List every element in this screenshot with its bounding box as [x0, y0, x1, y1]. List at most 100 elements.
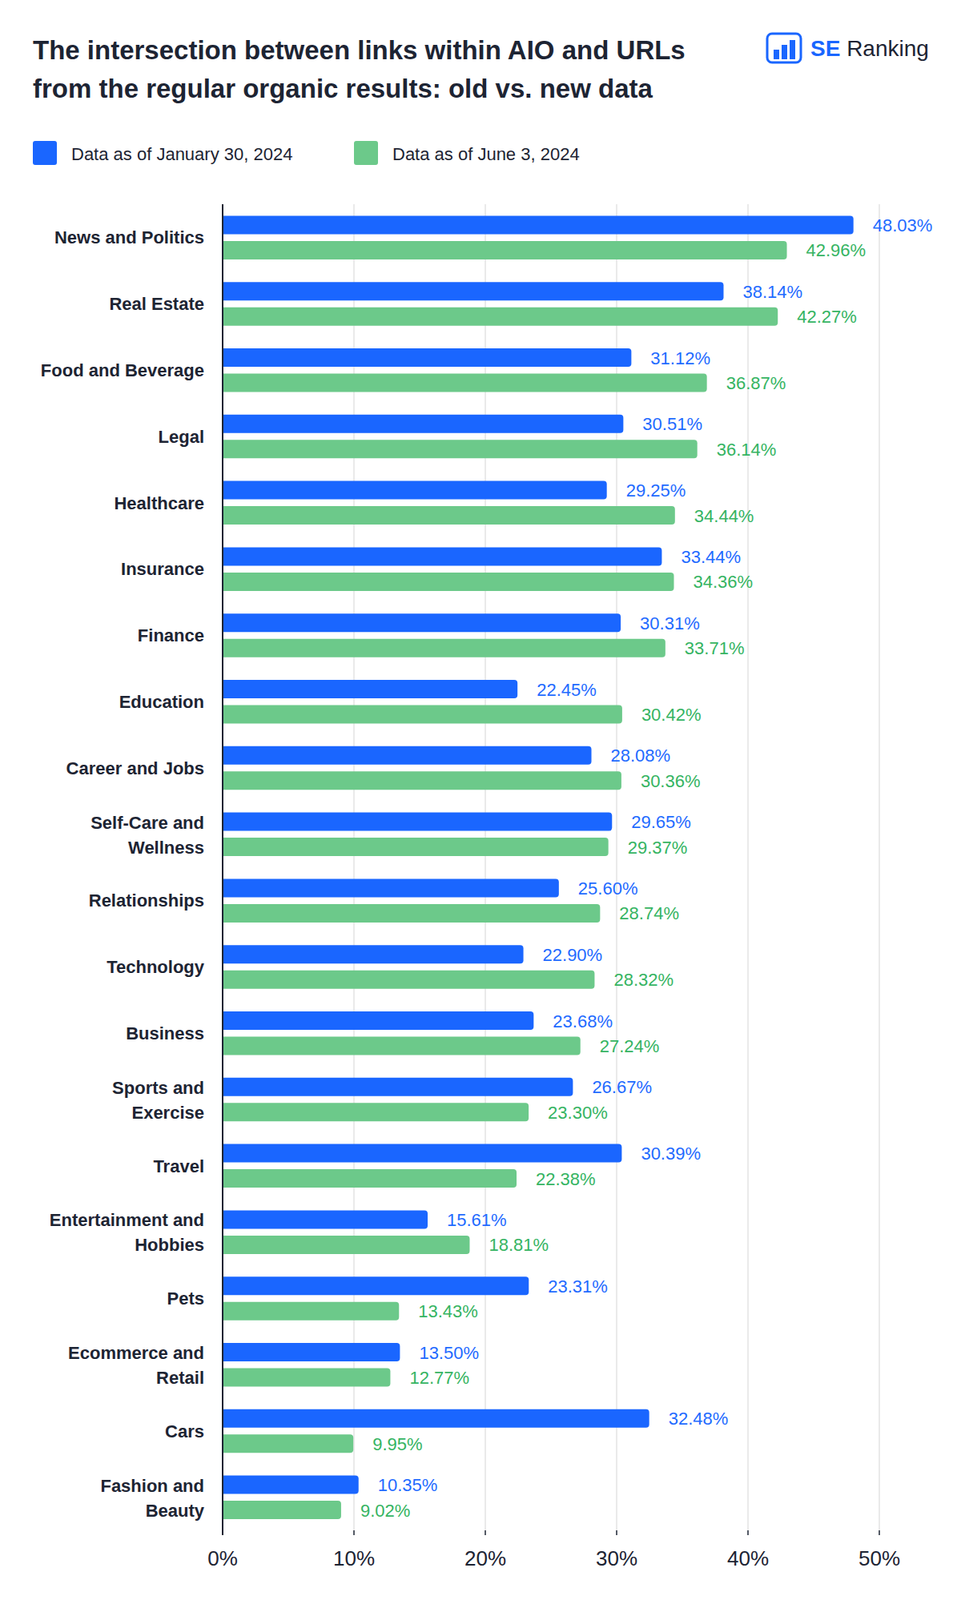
bar	[222, 1500, 342, 1520]
category-label: News and Politics	[54, 227, 205, 248]
bar	[222, 878, 559, 897]
bar	[222, 705, 623, 724]
category-label: Healthcare	[113, 493, 205, 514]
data-label: 28.74%	[619, 903, 680, 924]
category-label-line: Finance	[137, 625, 205, 646]
data-label: 30.51%	[642, 414, 703, 435]
bar	[222, 1011, 534, 1030]
bar	[222, 1144, 622, 1163]
category-label-line: Food and Beverage	[40, 360, 205, 381]
grid-line	[353, 204, 355, 1531]
bar	[222, 1210, 428, 1229]
logo-bar	[781, 44, 788, 60]
category-label: Legal	[158, 426, 205, 447]
bar	[222, 812, 612, 832]
bar	[222, 904, 600, 923]
data-label: 22.90%	[542, 944, 604, 966]
data-label: 30.36%	[640, 771, 701, 792]
bar	[222, 481, 608, 500]
bar	[222, 439, 698, 459]
category-label-line: Ecommerce and	[68, 1343, 205, 1364]
category-label-line: Insurance	[120, 558, 205, 580]
tick-label: 40%	[727, 1546, 769, 1571]
category-label: Technology	[106, 957, 206, 978]
category-label-line: Education	[119, 691, 205, 712]
data-label: 27.24%	[599, 1036, 660, 1057]
legend-swatch	[32, 140, 57, 165]
bar	[222, 373, 708, 393]
tick-mark	[878, 1530, 881, 1536]
logo: SE Ranking	[767, 33, 929, 63]
bar	[222, 639, 666, 658]
grid-line	[484, 204, 487, 1531]
data-label: 23.31%	[547, 1276, 608, 1297]
bar	[222, 307, 778, 326]
category-label-line: Business	[125, 1023, 205, 1044]
category-label-line: Pets	[167, 1288, 205, 1309]
data-label: 28.08%	[611, 745, 672, 766]
category-label-line: News and Politics	[54, 227, 205, 248]
bar	[222, 1169, 517, 1188]
category-label: Career and Jobs	[66, 758, 205, 779]
bar	[222, 215, 854, 234]
category-label-line: Sports and	[112, 1077, 205, 1098]
tick-label: 50%	[858, 1546, 901, 1571]
tick-label: 10%	[333, 1546, 375, 1571]
bar	[222, 281, 724, 301]
bar	[222, 546, 662, 566]
category-label: Relationships	[88, 890, 205, 911]
bar	[222, 572, 675, 592]
category-label-line: Retail	[156, 1367, 205, 1388]
category-label-line: Travel	[152, 1156, 205, 1177]
logo-bar	[773, 49, 780, 60]
tick-mark	[353, 1530, 355, 1536]
tick-mark	[747, 1530, 749, 1536]
legend-label: Data as of January 30, 2024	[71, 144, 293, 165]
bar	[222, 1434, 354, 1453]
bar	[222, 1368, 391, 1388]
category-label-line: Hobbies	[134, 1234, 205, 1255]
data-label: 30.42%	[641, 704, 702, 725]
category-label: Food and Beverage	[40, 360, 205, 381]
category-label: Self-Care andWellness	[90, 812, 205, 858]
bar	[222, 506, 676, 525]
grid-line	[747, 204, 749, 1531]
logo-text: SE Ranking	[810, 36, 929, 61]
tick-label: 30%	[595, 1546, 638, 1571]
bar	[222, 771, 622, 790]
bar	[222, 970, 595, 990]
category-label-line: Cars	[164, 1421, 205, 1442]
category-label: Business	[125, 1023, 205, 1044]
data-label: 34.36%	[693, 571, 754, 592]
bar	[222, 1276, 529, 1295]
data-label: 22.45%	[536, 679, 597, 700]
data-label: 12.77%	[409, 1367, 470, 1388]
logo-icon	[767, 33, 801, 63]
data-label: 36.14%	[716, 439, 777, 460]
category-label: Ecommerce and Retail	[68, 1343, 205, 1388]
logo-text-part: SE	[810, 36, 841, 61]
category-label: Insurance	[120, 558, 205, 580]
data-label: 15.61%	[446, 1210, 507, 1231]
category-label: Entertainment andHobbies	[49, 1210, 205, 1255]
bar	[222, 348, 632, 367]
data-label: 25.60%	[578, 878, 639, 899]
data-label: 29.25%	[626, 480, 687, 501]
data-label: 13.43%	[418, 1301, 479, 1322]
data-label: 30.39%	[640, 1143, 701, 1164]
category-label: Cars	[164, 1421, 205, 1442]
bar	[222, 679, 518, 699]
bar	[222, 613, 621, 632]
tick-mark	[484, 1530, 487, 1536]
title-line: The intersection between links within AI…	[32, 35, 686, 65]
data-label: 42.27%	[796, 306, 857, 327]
legend-item: Data as of January 30, 2024	[32, 140, 293, 165]
grid-line	[878, 204, 881, 1531]
data-label: 9.02%	[360, 1500, 411, 1521]
bar	[222, 944, 524, 964]
category-label-line: Wellness	[128, 837, 205, 858]
bar	[222, 1077, 573, 1097]
data-label: 34.44%	[694, 506, 755, 527]
data-label: 23.30%	[547, 1102, 608, 1123]
bar	[222, 1037, 581, 1056]
